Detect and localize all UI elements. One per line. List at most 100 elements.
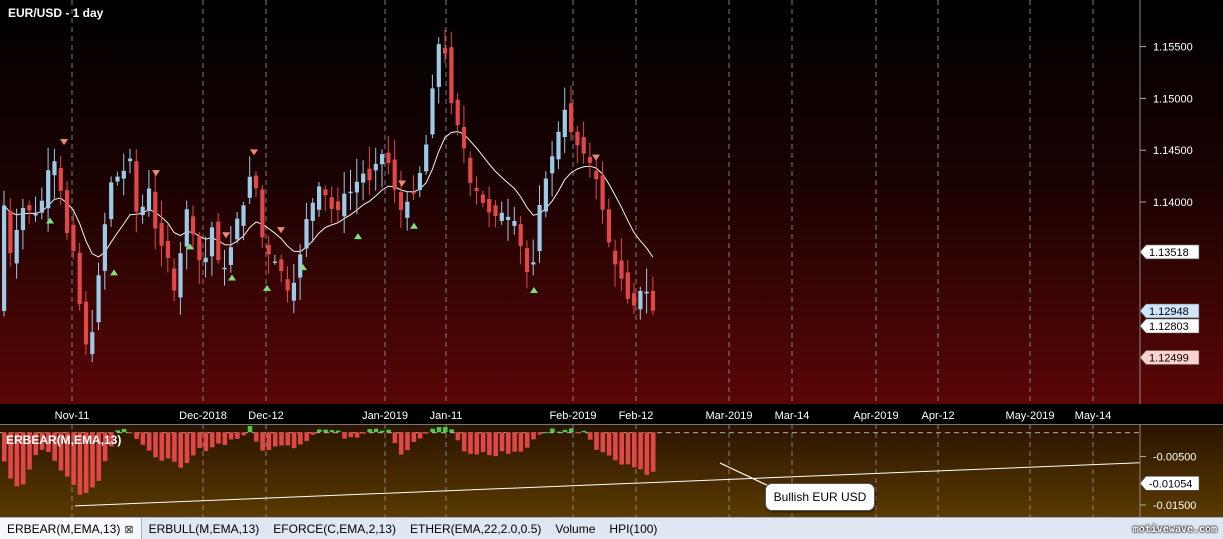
candlestick[interactable] xyxy=(367,146,372,195)
candlestick[interactable] xyxy=(203,236,208,278)
candlestick[interactable] xyxy=(373,147,378,191)
candlestick[interactable] xyxy=(518,216,523,265)
candlestick[interactable] xyxy=(581,121,586,164)
candlestick[interactable] xyxy=(65,181,70,240)
candlestick[interactable] xyxy=(260,185,265,248)
candlestick[interactable] xyxy=(506,198,511,241)
candlestick[interactable] xyxy=(20,198,26,250)
candlestick[interactable] xyxy=(235,212,240,244)
candlestick[interactable] xyxy=(172,258,177,302)
candlestick[interactable] xyxy=(153,172,158,250)
candlestick[interactable] xyxy=(613,239,618,287)
candlestick[interactable] xyxy=(650,276,656,315)
candlestick[interactable] xyxy=(90,309,95,363)
tab-volume[interactable]: Volume xyxy=(555,522,596,536)
candlestick[interactable] xyxy=(52,148,57,199)
candlestick[interactable] xyxy=(392,140,397,204)
candlestick[interactable] xyxy=(606,198,611,248)
candlestick[interactable] xyxy=(455,92,460,136)
candlestick[interactable] xyxy=(556,121,561,170)
candlestick[interactable] xyxy=(531,239,536,276)
candlestick[interactable] xyxy=(209,221,215,276)
candlestick[interactable] xyxy=(398,170,404,228)
candlestick[interactable] xyxy=(14,208,19,279)
candlestick[interactable] xyxy=(543,171,548,218)
candlestick[interactable] xyxy=(537,185,542,263)
candlestick[interactable] xyxy=(625,260,630,304)
candlestick[interactable] xyxy=(480,190,485,208)
indicator-trendline[interactable] xyxy=(74,462,1141,507)
candlestick[interactable] xyxy=(285,266,290,303)
candlestick[interactable] xyxy=(140,194,145,224)
candlestick[interactable] xyxy=(102,212,107,290)
candlestick[interactable] xyxy=(27,200,32,224)
candlestick[interactable] xyxy=(449,31,454,115)
candlestick[interactable] xyxy=(587,142,593,178)
candlestick[interactable] xyxy=(266,235,271,274)
candlestick[interactable] xyxy=(216,212,221,264)
candlestick[interactable] xyxy=(562,87,567,153)
candlestick[interactable] xyxy=(121,153,126,196)
candlestick[interactable] xyxy=(354,158,359,214)
candlestick[interactable] xyxy=(254,171,259,198)
candlestick[interactable] xyxy=(417,166,422,198)
close-tab-icon[interactable]: ⊠ xyxy=(124,524,134,536)
tab-ether[interactable]: ETHER(EMA,22,2.0,0.5) xyxy=(409,522,542,536)
candlestick[interactable] xyxy=(83,291,89,355)
candlestick[interactable] xyxy=(184,200,189,270)
candlestick[interactable] xyxy=(146,170,152,217)
candlestick[interactable] xyxy=(638,286,643,320)
candlestick[interactable] xyxy=(178,242,183,315)
candlestick[interactable] xyxy=(298,244,303,300)
candlestick[interactable] xyxy=(58,156,63,206)
candlestick[interactable] xyxy=(594,159,599,200)
candlestick[interactable] xyxy=(2,190,7,317)
candlestick[interactable] xyxy=(569,85,574,141)
tab-hpi[interactable]: HPI(100) xyxy=(609,522,658,536)
candlestick[interactable] xyxy=(405,190,410,231)
candlestick[interactable] xyxy=(436,37,441,104)
candlestick[interactable] xyxy=(493,200,498,228)
candlestick[interactable] xyxy=(291,264,296,314)
candlestick[interactable] xyxy=(430,74,435,139)
candlestick[interactable] xyxy=(304,202,309,258)
tab-erbear[interactable]: ERBEAR(M,EMA,13) ⊠ xyxy=(0,518,142,539)
chart-canvas[interactable]: 1.15500 1.15000 1.14500 1.14000 1.13518 1.129… xyxy=(0,0,1223,517)
candlestick[interactable] xyxy=(411,175,416,200)
candlestick[interactable] xyxy=(348,169,353,211)
candlestick[interactable] xyxy=(272,254,278,265)
candlestick[interactable] xyxy=(165,224,170,273)
candlestick[interactable] xyxy=(33,196,38,222)
candlestick[interactable] xyxy=(71,212,76,260)
candlestick[interactable] xyxy=(8,198,13,267)
candlestick[interactable] xyxy=(487,186,492,228)
candlestick[interactable] xyxy=(361,160,366,201)
annotation-callout[interactable]: Bullish EUR USD xyxy=(765,483,875,511)
candlestick[interactable] xyxy=(191,205,196,250)
candlestick[interactable] xyxy=(386,136,391,175)
candlestick[interactable] xyxy=(335,187,341,222)
candlestick[interactable] xyxy=(197,231,202,284)
candlestick[interactable] xyxy=(96,262,101,331)
candlestick[interactable] xyxy=(279,254,284,283)
candlestick[interactable] xyxy=(499,201,504,225)
candlestick[interactable] xyxy=(632,282,637,314)
candlestick[interactable] xyxy=(77,242,82,311)
candlestick[interactable] xyxy=(600,161,605,224)
tab-erbull[interactable]: ERBULL(M,EMA,13) xyxy=(148,522,260,536)
candlestick[interactable] xyxy=(109,176,114,227)
candlestick[interactable] xyxy=(424,134,429,175)
candlestick[interactable] xyxy=(474,176,479,205)
candlestick[interactable] xyxy=(247,156,252,204)
candlestick[interactable] xyxy=(644,268,649,314)
tab-eforce[interactable]: EFORCE(C,EMA,2,13) xyxy=(273,522,396,536)
candlestick[interactable] xyxy=(46,147,51,232)
candlestick[interactable] xyxy=(575,125,580,164)
candlestick[interactable] xyxy=(222,249,227,286)
candlestick[interactable] xyxy=(159,200,164,267)
candlestick[interactable] xyxy=(550,140,555,197)
candlestick[interactable] xyxy=(380,149,385,188)
candlestick[interactable] xyxy=(128,148,133,174)
candlestick[interactable] xyxy=(468,151,473,196)
candlestick[interactable] xyxy=(461,105,467,164)
